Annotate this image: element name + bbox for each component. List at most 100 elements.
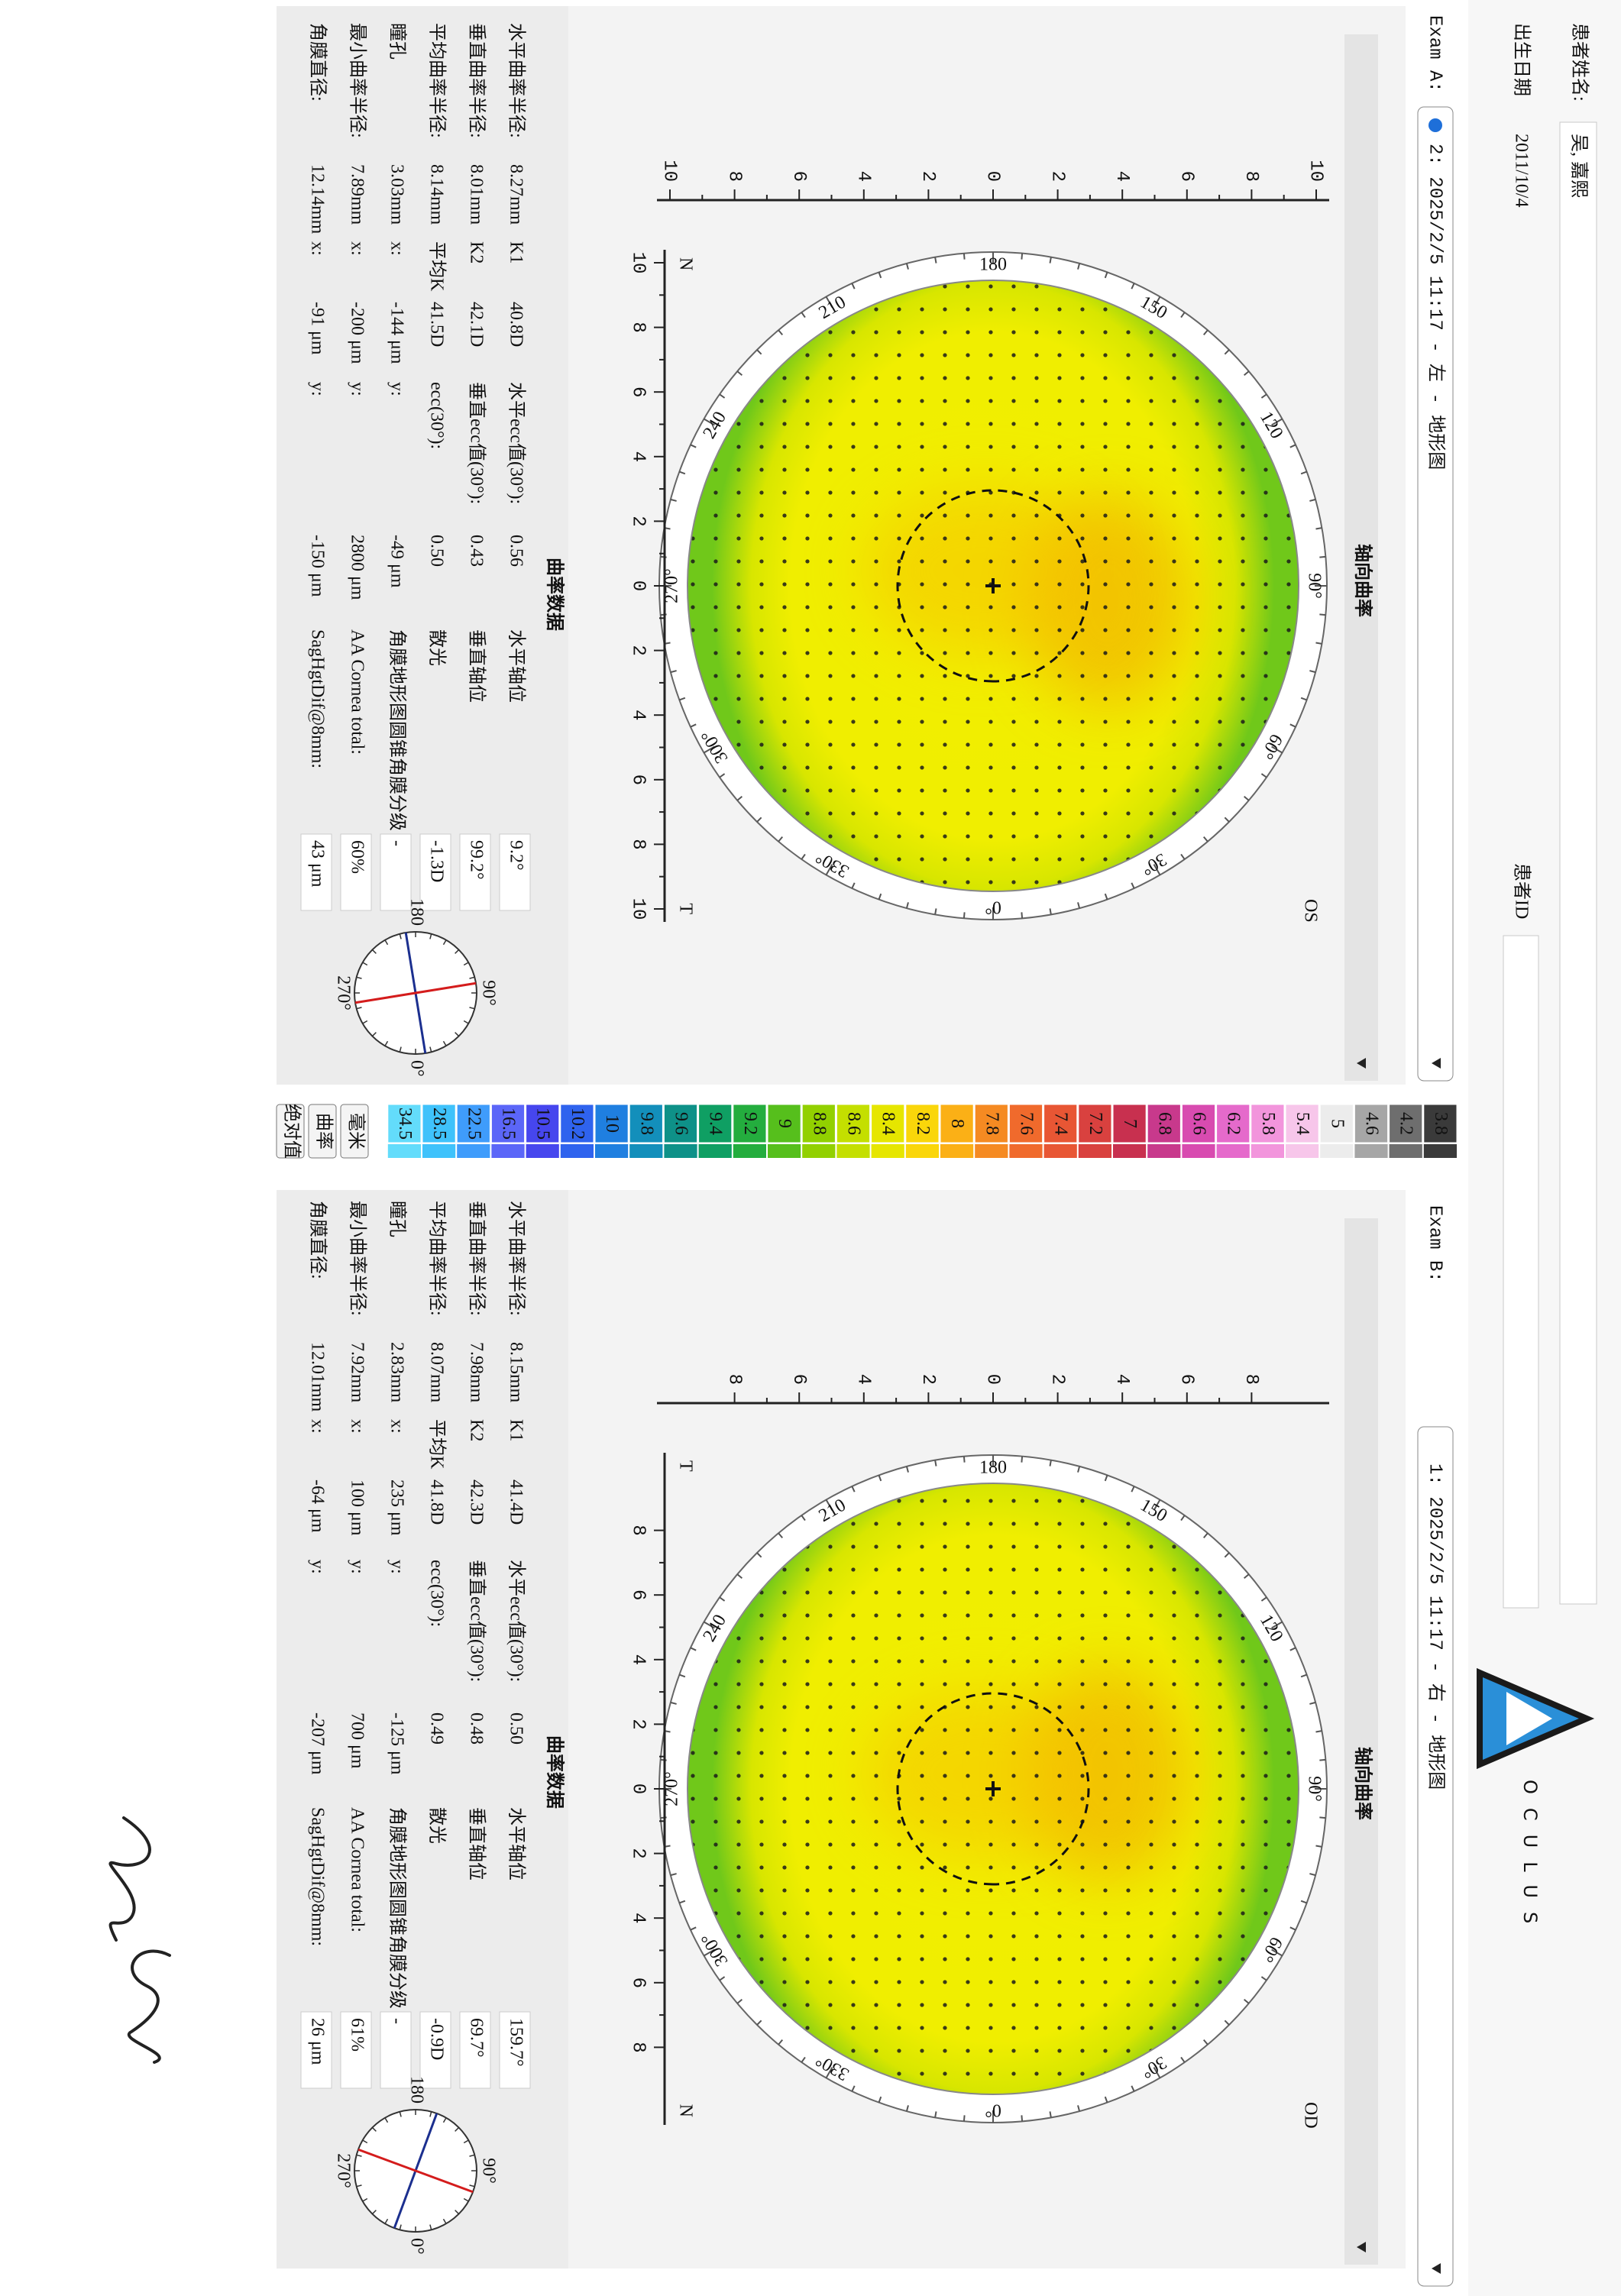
scale-cell [456,1104,490,1143]
table-title: 曲率数据 [544,558,565,631]
axis-label: 4 [853,171,873,182]
ring-tick [1319,613,1326,616]
axis-label: 4 [628,710,649,720]
axis-label: 6 [628,774,649,785]
table-label: 瞳孔 [387,23,407,60]
axis-label: 4 [628,1654,649,1665]
ring-tick [736,1998,743,2004]
scale-swatch [560,1144,594,1158]
exam-dropdown[interactable]: 1: 2025/2/5 11:17 - 右 - 地形图 [1417,1426,1454,2287]
dob: 2011/10/4 [1511,134,1531,207]
exam-dropdown[interactable]: 2: 2025/2/5 11:17 - 左 - 地形图 [1417,106,1454,1082]
table-value: 43 μm [307,840,327,888]
ring-tick [1260,1976,1267,1981]
ring-tick [690,444,697,448]
axis-label: 2 [1047,1374,1067,1385]
axis-label: 0 [982,1374,1003,1385]
ring-tick [905,1466,909,1473]
table-value: -125 μm [387,1712,406,1775]
map-outline [687,280,1299,892]
scale-swatch [802,1144,836,1158]
scale-swatch [698,1144,732,1158]
axis-label: 10 [1306,160,1326,182]
ring-tick [934,2111,937,2118]
axis-label: 6 [1176,171,1196,182]
table-label: SagHgtDif@8mm: [307,1807,327,1946]
scale-value: 5.8 [1258,1112,1278,1135]
scale-swatch [1216,1144,1250,1158]
value-box [380,833,412,911]
button-label: 毫米 [345,1113,366,1150]
table-label: K2 [466,1419,486,1441]
scale-cell [1423,1104,1458,1143]
pupil-outline [896,1692,1090,1886]
scale-swatch [1182,1144,1215,1158]
scale-value: 8.4 [878,1112,898,1135]
ring-tick [934,257,937,264]
compass-label: 180 [406,2076,426,2104]
compass-tick [399,2111,402,2117]
ring-tick [756,349,762,355]
axis-label: 8 [628,1525,649,1535]
axis-label: 4 [628,451,649,462]
axis-label: 0 [982,171,1003,182]
compass-tick [362,962,368,966]
ring-tick [1289,723,1296,728]
ring-tick [1300,1673,1307,1678]
toggle-button[interactable]: 曲率 [308,1104,337,1159]
ring-tick [1300,1900,1307,1904]
ring-tick [1104,272,1108,279]
ring-tick [719,1596,726,1602]
map-type-dropdown[interactable] [1357,1058,1366,1069]
dropdown-arrow [1357,1058,1366,1069]
patient-id-label: 患者ID [1511,863,1532,919]
table-label: K1 [506,241,526,264]
axis-label: 10 [628,252,649,274]
scale-value: 22.5 [464,1108,484,1140]
scale-swatch [594,1144,629,1158]
table-value: 7.98mm [466,1342,486,1403]
table-value: 2.83mm [387,1342,406,1403]
axis-label: 8 [723,171,744,182]
ring-tick [1202,836,1208,842]
button-box [340,1104,369,1159]
table-label: ecc(30°): [426,1560,446,1627]
scale-value: 4.6 [1361,1112,1381,1135]
scale-swatch [664,1144,697,1158]
table-value: - [387,840,406,846]
table-label: AA Cornea total: [347,629,367,755]
table-value: 41.8D [426,1479,446,1525]
toggle-button[interactable]: 毫米 [340,1104,369,1159]
dropdown-box [1417,106,1454,1082]
toggle-button[interactable]: 绝对值 [276,1104,305,1159]
map-type-dropdown[interactable] [1357,2242,1366,2252]
button-box [308,1104,337,1159]
map-title: 轴向曲率 [1352,1747,1373,1820]
scale-swatch [940,1144,974,1158]
table-value: 12.01mm [307,1342,327,1412]
scale-value: 10.2 [568,1108,587,1140]
compass-label: 270° [333,975,353,1011]
table-label: 角膜地形图圆锥角膜分级 [387,1807,407,2009]
ring-tick [704,418,715,426]
scale-value: 9.2 [740,1112,760,1135]
ring-tick [1153,1499,1161,1511]
axis-label: 8 [723,1374,744,1385]
value-box [419,833,451,911]
ring-tick [1131,283,1135,289]
table-value: 42.3D [466,1479,486,1525]
ring-tick [1021,2115,1024,2122]
scale-value: 7.4 [1051,1112,1071,1135]
table-panel [277,6,568,1085]
axis-label: 4 [1111,171,1132,182]
scale-cell [560,1104,594,1143]
table-value: 40.8D [506,302,526,347]
ring-tick [1104,2096,1108,2103]
ring-tick [736,1573,743,1580]
table-label: ecc(30°): [426,382,446,449]
value-box [499,2011,531,2089]
table-value: 8.14mm [426,164,446,225]
scale-value: 7.8 [982,1112,1001,1135]
ring-tick [1153,296,1161,308]
